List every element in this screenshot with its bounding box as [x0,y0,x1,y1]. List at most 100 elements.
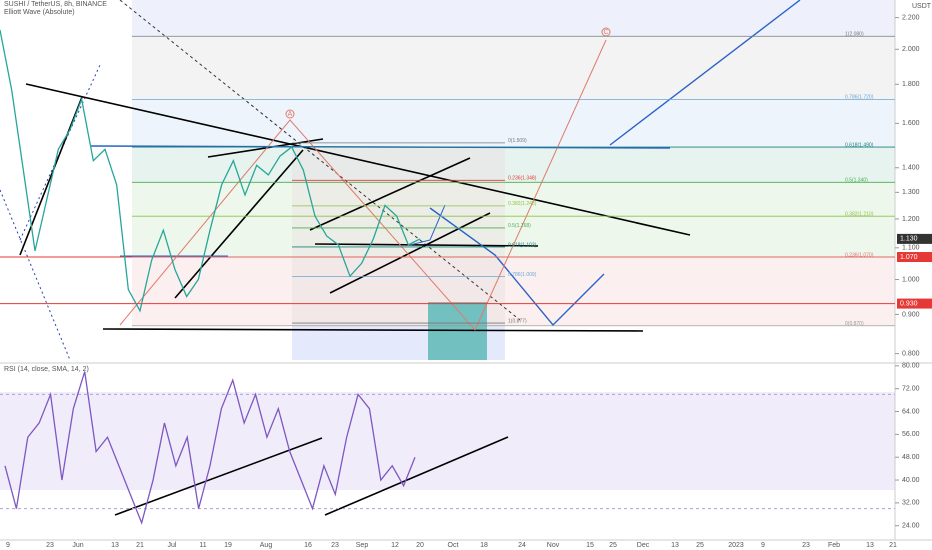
price-tick-label: 1.300 [902,189,920,196]
rsi-tick-label: 24.00 [902,523,920,530]
trendline [19,96,83,256]
drawings [0,0,801,516]
price-tag-label: 1.070 [900,254,918,261]
price-tick-label: 1.200 [902,216,920,223]
time-label: Jun [72,542,83,549]
wave-marker [285,109,295,119]
price-tick-label: 1.800 [902,81,920,88]
rsi-tick-label: 80.00 [902,363,920,370]
trendline [102,328,644,332]
time-label: 20 [416,542,424,549]
fib-label: 0(0.870) [845,321,864,327]
fib-label: 0.5(1.340) [845,178,868,184]
currency: USDT [912,3,932,10]
fib-label: 0.618(1.103) [508,242,537,248]
price-tick-label: 2.200 [902,14,920,21]
time-label: 13 [866,542,874,549]
zone [132,147,895,183]
symbol: SUSHI / TetherUS, 8h, BINANCE [4,1,107,8]
price-tag [897,298,932,309]
time-label: 21 [136,542,144,549]
wave-label: A [288,111,293,118]
time-label: 21 [889,542,897,549]
fib-label: 1(0.877) [508,318,527,324]
time-label: Nov [547,542,560,549]
price-tick-label: 0.800 [902,350,920,357]
price-tick-label: 2.000 [902,46,920,53]
fib-label: 0(1.509) [508,138,527,144]
rsi-trendline [324,436,509,516]
price-tick-label: 1.600 [902,120,920,127]
fib-label: 1(2.080) [845,32,864,38]
time-label: Dec [637,542,650,549]
rsi-tick-label: 56.00 [902,431,920,438]
time-label: 18 [480,542,488,549]
time-label: 16 [304,542,312,549]
projection [429,207,605,327]
projection [609,0,801,146]
price-tag [897,252,932,263]
time-label: Jul [168,542,177,549]
price-tag-label: 1.130 [900,236,918,243]
zone [132,100,895,147]
fib-label: 0.786(1.009) [508,272,537,278]
trendline [174,149,304,299]
price-tick-label: 1.000 [902,276,920,283]
indicator: Elliott Wave (Absolute) [4,9,75,16]
fib-label: 0.382(1.248) [508,201,537,207]
dashed-line [0,189,71,361]
time-label: 24 [518,542,526,549]
fib-label: 0.5(1.168) [508,223,531,229]
price-tag-label: 0.930 [900,300,918,307]
price-tick-label: 1.400 [902,165,920,172]
rsi-title: RSI (14, close, SMA, 14, 2) [4,366,89,373]
price-tag [897,233,932,244]
rsi-tick-label: 72.00 [902,386,920,393]
time-label: 9 [761,542,765,549]
time-label: 25 [609,542,617,549]
price-line [0,29,421,313]
time-label: 19 [224,542,232,549]
fib-label: 0.786(1.720) [845,95,874,101]
fib-label: 0.618(1.490) [845,142,874,148]
fib-label: 0.236(1.348) [508,176,537,182]
time-label: 13 [111,542,119,549]
rsi-trendline [114,437,323,516]
rsi-tick-label: 48.00 [902,454,920,461]
time-label: 15 [586,542,594,549]
time-label: 25 [696,542,704,549]
time-label: Feb [828,542,840,549]
time-label: Aug [260,542,273,549]
rsi-line [4,371,416,525]
zone [132,0,895,37]
dashed-line [119,0,521,321]
time-label: 23 [802,542,810,549]
trendline [25,83,691,236]
time-label: 23 [46,542,54,549]
time-label: Sep [356,542,369,549]
rsi-tick-label: 40.00 [902,477,920,484]
time-label: 9 [6,542,10,549]
zone [132,258,895,325]
time-label: 23 [331,542,339,549]
price-tick-label: 0.900 [902,311,920,318]
trendline [309,157,471,231]
trendline [329,212,491,294]
fib-label: 0.236(1.070) [845,252,874,258]
time-label: 13 [671,542,679,549]
wave-path [119,39,607,331]
zone [132,37,895,100]
time-label: Oct [448,542,459,549]
time-label: 2023 [728,542,744,549]
fib-label: 0.382(1.210) [845,212,874,218]
time-label: 11 [199,542,206,549]
rsi-tick-label: 32.00 [902,500,920,507]
trendline [207,138,324,158]
projection [409,204,446,246]
price-tick-label: 1.100 [902,245,920,252]
time-label: 12 [391,542,399,549]
rsi-tick-label: 64.00 [902,408,920,415]
trendline [314,243,539,247]
wave-label: C [603,29,608,36]
